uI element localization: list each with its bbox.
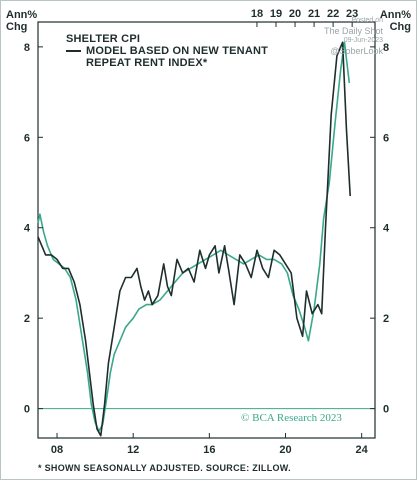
credit-text: © BCA Research 2023 xyxy=(241,412,342,424)
legend: SHELTER CPI MODEL BASED ON NEW TENANT RE… xyxy=(66,33,268,69)
x-tick-label-top-19: 19 xyxy=(270,8,282,20)
x-tick-label-bottom-20: 20 xyxy=(279,444,291,456)
y-tick-label-left-8: 8 xyxy=(24,42,30,54)
footnote: * SHOWN SEASONALLY ADJUSTED. SOURCE: ZIL… xyxy=(38,463,291,473)
series-layer xyxy=(37,41,351,437)
y-tick-label-left-4: 4 xyxy=(24,223,31,235)
x-tick-label-top-20: 20 xyxy=(289,8,301,20)
y-axis-unit-right: Ann% Chg xyxy=(379,9,411,33)
y-tick-label-left-6: 6 xyxy=(24,132,30,144)
legend-model-swatch xyxy=(66,50,81,52)
watermark-line2: The Daily Shot xyxy=(323,26,383,36)
legend-model-label: MODEL BASED ON NEW TENANT xyxy=(86,45,269,57)
x-tick-label-top-18: 18 xyxy=(251,8,263,20)
y-tick-label-left-2: 2 xyxy=(24,313,30,325)
y-axis-unit-left: Ann% Chg xyxy=(6,9,38,33)
watermark-line1: Posted on xyxy=(351,17,383,24)
y-tick-label-right-2: 2 xyxy=(383,313,389,325)
x-tick-label-bottom-16: 16 xyxy=(203,444,215,456)
x-tick-label-top-23: 23 xyxy=(346,8,358,20)
x-tick-label-bottom-24: 24 xyxy=(356,444,369,456)
x-tick-label-bottom-12: 12 xyxy=(127,444,139,456)
series-line-0 xyxy=(37,41,351,432)
y-tick-label-left-0: 0 xyxy=(24,404,30,416)
y-tick-label-right-6: 6 xyxy=(383,132,389,144)
watermark: Posted on The Daily Shot 09-Jun-2023 @So… xyxy=(324,16,383,56)
series-line-1 xyxy=(37,41,351,437)
watermark-line4: @SoberLook xyxy=(330,46,383,56)
legend-model-label-cont: REPEAT RENT INDEX* xyxy=(86,57,208,69)
watermark-line3: 09-Jun-2023 xyxy=(343,37,383,44)
x-tick-label-top-22: 22 xyxy=(327,8,339,20)
y-tick-label-right-8: 8 xyxy=(383,42,389,54)
plot-border xyxy=(37,21,376,439)
y-tick-label-right-4: 4 xyxy=(383,223,390,235)
x-tick-label-bottom-08: 08 xyxy=(51,444,63,456)
legend-model-entry: MODEL BASED ON NEW TENANT xyxy=(66,45,268,57)
x-tick-label-top-21: 21 xyxy=(308,8,320,20)
legend-shelter-cpi-label: SHELTER CPI xyxy=(66,33,141,45)
y-tick-label-right-0: 0 xyxy=(383,404,389,416)
